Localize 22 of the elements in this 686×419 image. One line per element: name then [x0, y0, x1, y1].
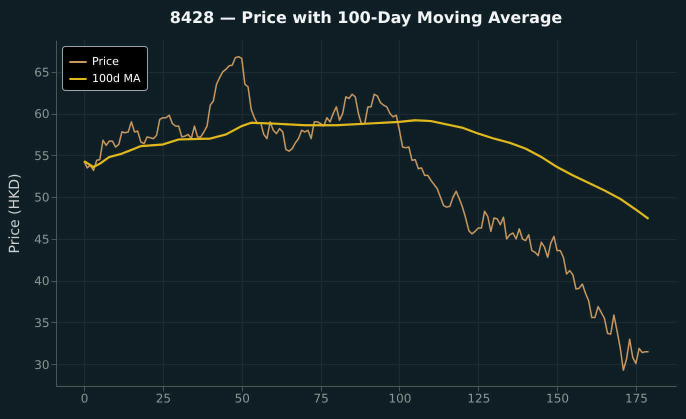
x-tick-label: 50: [234, 392, 250, 406]
y-axis-title: Price (HKD): [7, 173, 24, 254]
y-tick-label: 35: [34, 316, 50, 330]
y-tick-label: 40: [34, 274, 50, 288]
legend-label: Price: [92, 55, 120, 68]
x-tick-label: 100: [388, 392, 412, 406]
y-tick-label: 60: [34, 107, 50, 122]
y-tick-label: 30: [34, 358, 50, 372]
x-tick-label: 25: [156, 392, 172, 406]
y-tick-label: 55: [34, 148, 50, 163]
x-tick-label: 0: [80, 392, 88, 406]
y-tick-label: 65: [34, 65, 50, 80]
y-tick-label: 45: [34, 232, 50, 246]
line-series: [82, 119, 650, 220]
chart-title: 8428 — Price with 100-Day Moving Average: [170, 8, 562, 27]
x-tick-label: 75: [313, 392, 329, 406]
line-series: [83, 56, 650, 371]
x-tick-label: 150: [546, 392, 570, 406]
x-tick-label: 125: [467, 392, 490, 406]
legend-label: 100d MA: [92, 72, 141, 85]
x-tick-label: 175: [624, 392, 648, 406]
y-tick-label: 50: [34, 190, 50, 205]
